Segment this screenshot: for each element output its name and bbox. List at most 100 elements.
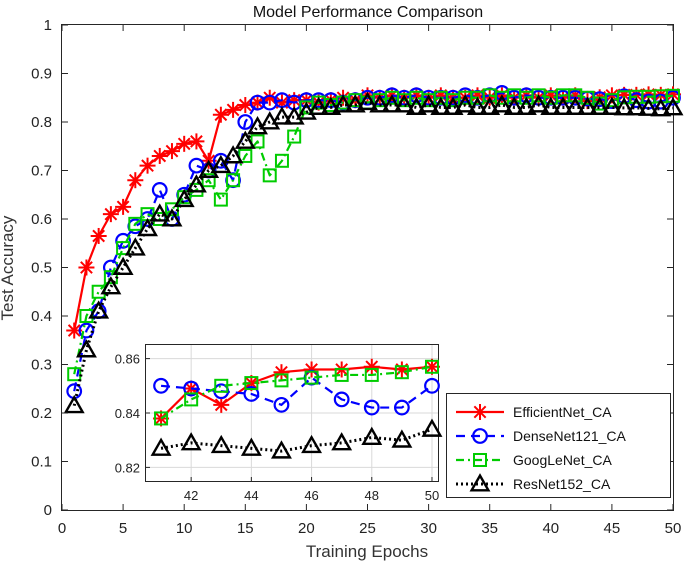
data-point-resnet152-ca	[137, 217, 159, 237]
x-tick-label: 40	[542, 520, 559, 537]
inset-data-point-resnet152-ca	[180, 432, 202, 451]
data-point-densenet121-ca	[115, 232, 131, 249]
y-tick-label: 0.6	[31, 211, 52, 228]
data-point-efficientnet-ca	[127, 172, 144, 189]
chart-title: Model Performance Comparison	[253, 4, 483, 21]
data-point-resnet152-ca	[503, 96, 525, 115]
data-point-efficientnet-ca	[225, 101, 242, 118]
data-point-efficientnet-ca	[90, 227, 107, 244]
data-point-googlenet-ca	[238, 148, 253, 163]
data-point-resnet152-ca	[173, 188, 195, 208]
inset-data-point-densenet121-ca	[183, 380, 200, 397]
inset-grid	[146, 345, 438, 481]
data-point-resnet152-ca	[528, 94, 550, 113]
x-tick-label: 25	[359, 520, 376, 537]
inset-x-tick-label: 44	[244, 488, 258, 503]
inset-x-tick-label: 46	[304, 488, 318, 503]
data-point-resnet152-ca	[149, 203, 171, 222]
data-point-resnet152-ca	[650, 98, 672, 117]
inset-data-point-googlenet-ca	[184, 392, 199, 407]
inset-data-point-densenet121-ca	[153, 377, 169, 394]
x-tick-label: 20	[298, 520, 315, 537]
data-point-resnet152-ca	[589, 96, 611, 115]
data-point-resnet152-ca	[210, 154, 232, 174]
legend-label-densenet121-ca: DenseNet121_CA	[513, 428, 627, 444]
data-point-resnet152-ca	[479, 96, 501, 115]
y-tick-label: 0.2	[31, 405, 52, 422]
legend-label-efficientnet-ca: EfficientNet_CA	[513, 404, 612, 420]
inset-data-point-googlenet-ca	[364, 367, 379, 382]
inset-data-point-googlenet-ca	[424, 359, 439, 374]
plot-area-frame	[61, 24, 674, 511]
data-point-efficientnet-ca	[78, 259, 95, 276]
x-tick-label: 5	[119, 520, 127, 537]
data-point-densenet121-ca	[78, 322, 95, 339]
inset-data-point-googlenet-ca	[274, 373, 289, 388]
data-point-resnet152-ca	[576, 96, 598, 115]
data-point-resnet152-ca	[320, 96, 342, 115]
data-point-googlenet-ca	[201, 173, 216, 188]
legend-items: EfficientNet_CA DenseNet121_CA GoogLeNet_C…	[456, 404, 627, 492]
y-axis-ticks: 0 0.1 0.2 0.3 0.4 0.5 0.6 0.7 0.8 0.9 1	[31, 17, 673, 519]
inset-y-axis-ticks: 0.82 0.84 0.86	[115, 352, 150, 475]
data-point-resnet152-ca	[662, 97, 684, 116]
inset-series-line-densenet121-ca	[160, 376, 433, 409]
inset-x-tick-label: 48	[365, 488, 379, 503]
inset-data-point-googlenet-ca	[334, 367, 349, 382]
x-axis-title: Training Epochs	[306, 542, 428, 561]
inset-series-line-efficientnet-ca	[160, 365, 433, 420]
data-point-resnet152-ca	[418, 94, 440, 113]
data-point-resnet152-ca	[564, 96, 586, 115]
x-tick-label: 30	[420, 520, 437, 537]
x-axis-ticks: 0 5 10 15 20 25 30 35 40 45 50	[58, 25, 681, 537]
data-point-resnet152-ca	[185, 174, 207, 193]
x-tick-label: 0	[58, 520, 66, 537]
inset-data-point-efficientnet-ca	[213, 396, 230, 413]
data-point-resnet152-ca	[601, 96, 623, 115]
y-tick-label: 1	[44, 17, 52, 34]
data-point-googlenet-ca	[226, 173, 241, 188]
x-tick-label: 10	[176, 520, 193, 537]
data-point-resnet152-ca	[308, 96, 330, 115]
inset-data-point-googlenet-ca	[304, 370, 319, 385]
y-tick-label: 0.1	[31, 454, 52, 471]
data-point-resnet152-ca	[369, 94, 391, 113]
inset-series-group	[150, 358, 443, 459]
data-point-efficientnet-ca	[139, 157, 156, 174]
data-point-densenet121-ca	[249, 94, 266, 111]
data-point-resnet152-ca	[454, 94, 476, 113]
data-point-googlenet-ca	[213, 192, 228, 207]
y-tick-label: 0	[44, 502, 52, 519]
inset-data-point-resnet152-ca	[421, 418, 443, 437]
inset-zoom-plot: 42 44 46 48 50 0.82 0.84 0.86	[115, 344, 443, 503]
inset-data-point-resnet152-ca	[270, 440, 292, 459]
y-tick-label: 0.9	[31, 66, 52, 83]
data-point-resnet152-ca	[467, 96, 488, 115]
inset-data-point-resnet152-ca	[361, 426, 383, 445]
inset-data-point-resnet152-ca	[210, 434, 232, 454]
legend-label-googlenet-ca: GoogLeNet_CA	[513, 452, 613, 468]
data-point-resnet152-ca	[124, 237, 146, 256]
x-tick-label: 45	[604, 520, 621, 537]
inset-data-point-googlenet-ca	[154, 411, 169, 426]
inset-data-point-densenet121-ca	[333, 391, 350, 408]
x-tick-label: 35	[481, 520, 498, 537]
inset-x-tick-label: 50	[425, 488, 439, 503]
inset-data-point-densenet121-ca	[363, 399, 380, 416]
data-point-resnet152-ca	[344, 94, 366, 113]
inset-y-tick-label: 0.84	[115, 406, 140, 421]
data-point-resnet152-ca	[332, 94, 354, 113]
inset-data-point-resnet152-ca	[301, 434, 323, 454]
inset-data-point-resnet152-ca	[150, 437, 172, 456]
main-series-group	[63, 84, 684, 414]
y-tick-label: 0.3	[31, 357, 52, 374]
legend-marker-densenet121-ca	[472, 428, 488, 444]
data-point-densenet121-ca	[151, 181, 168, 198]
data-point-resnet152-ca	[161, 208, 183, 227]
data-point-resnet152-ca	[515, 96, 537, 115]
series-line-resnet152-ca	[72, 101, 674, 407]
data-point-densenet121-ca	[237, 114, 254, 130]
data-point-efficientnet-ca	[102, 206, 119, 223]
data-point-googlenet-ca	[128, 216, 143, 231]
data-point-efficientnet-ca	[212, 106, 229, 123]
